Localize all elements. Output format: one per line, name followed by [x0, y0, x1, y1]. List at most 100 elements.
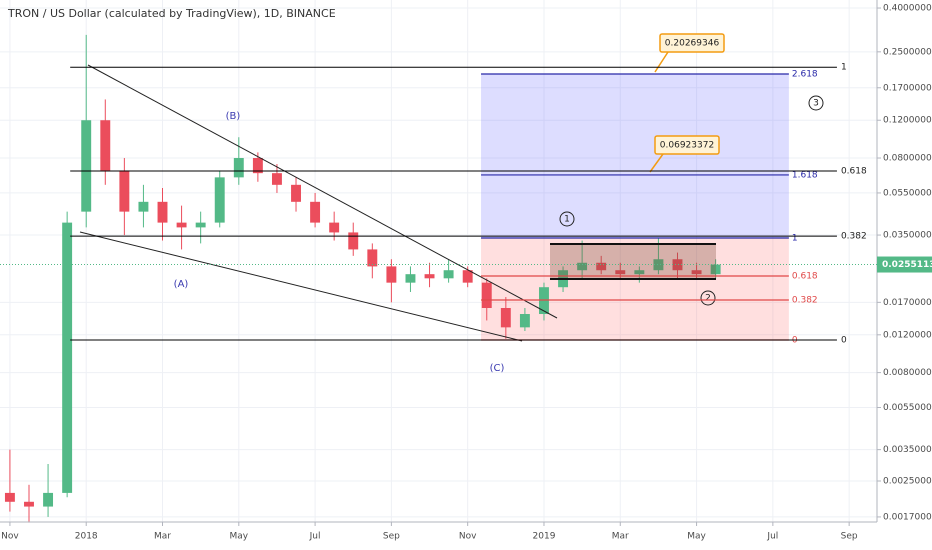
drawings: (A) (B) (C) 1 2 3 0.20269346 0.06923372 …: [70, 33, 867, 374]
fib-label: 1: [792, 234, 798, 244]
last-price-label: 0.02551131: [882, 260, 932, 270]
chart-title: TRON / US Dollar (calculated by TradingV…: [7, 7, 336, 20]
fib-label: 1.618: [792, 170, 818, 180]
y-tick-label: 0.00170000: [883, 512, 932, 522]
fib-label: 0.618: [792, 271, 818, 281]
candle-body: [348, 232, 359, 250]
x-tick-label: Mar: [612, 532, 629, 542]
candle-body: [100, 120, 111, 171]
x-tick-label: 2018: [75, 532, 98, 542]
y-tick-label: 0.00550000: [883, 403, 932, 413]
candle-body: [138, 201, 149, 212]
callout-pointer: [654, 51, 669, 73]
y-tick-label: 0.03500000: [883, 231, 932, 241]
x-tick-label: 2019: [533, 532, 556, 542]
candle-body: [672, 259, 683, 271]
y-tick-label: 0.40000000: [883, 4, 932, 14]
candle-body: [195, 222, 206, 228]
candle-body: [81, 120, 92, 212]
wave-label: (B): [226, 111, 241, 122]
wave-circle: [700, 290, 716, 306]
candle-body: [443, 270, 454, 279]
candle-body: [310, 201, 321, 223]
y-tick-label: 0.08000000: [883, 154, 932, 164]
candle-body: [424, 274, 435, 279]
fib-label: 0: [841, 335, 847, 345]
wave-label: 1: [564, 215, 570, 225]
x-tick-label: Nov: [459, 532, 477, 542]
wave-label: 2: [705, 294, 711, 304]
candle-body: [214, 177, 225, 223]
wave-circle: [808, 95, 824, 111]
last-price-box: [877, 256, 932, 273]
candle-body: [329, 222, 340, 233]
candle-body: [710, 264, 721, 275]
trend-line: [79, 231, 523, 342]
fib-fill-upper: [481, 74, 789, 239]
callout-text: 0.20269346: [665, 39, 720, 49]
trend-line: [87, 64, 558, 319]
candle-body: [24, 501, 34, 507]
candle-body: [500, 308, 511, 328]
y-tick-label: 0.01200000: [883, 330, 932, 340]
candle-body: [119, 170, 130, 212]
callout-text: 0.06923372: [660, 141, 714, 151]
x-tick-label: May: [229, 532, 248, 542]
fib-label: 0.382: [841, 232, 867, 242]
candle-body: [462, 270, 473, 283]
y-tick-label: 0.05500000: [883, 188, 932, 198]
candle-body: [596, 262, 607, 271]
wave-label: (A): [174, 279, 189, 290]
candle-body: [252, 158, 263, 174]
fib-label: 2.618: [792, 70, 818, 80]
y-tick-label: 0.01700000: [883, 298, 932, 308]
candle-body: [43, 492, 54, 507]
wave-label: 3: [813, 99, 819, 109]
candle-body: [691, 270, 702, 275]
candle-body: [405, 274, 416, 283]
candle-body: [386, 266, 397, 283]
range-box: [550, 244, 716, 279]
y-tick-label: 0.00350000: [883, 445, 932, 455]
candle-body: [577, 262, 588, 271]
x-tick-label: Jul: [309, 532, 321, 542]
x-tick-label: Jul: [766, 532, 778, 542]
y-tick-label: 0.00800000: [883, 368, 932, 378]
y-tick-label: 0.25000000: [883, 47, 932, 57]
wave-circle: [559, 211, 575, 227]
candle-body: [615, 270, 626, 275]
candle-body: [481, 282, 492, 309]
fib-label: 1: [841, 63, 847, 73]
x-tick-label: Sep: [841, 532, 858, 542]
callout-box: [659, 33, 725, 53]
candle-body: [157, 201, 168, 223]
candle-body: [233, 158, 244, 178]
candle-body: [367, 249, 378, 267]
candle-body: [291, 184, 301, 202]
x-tick-label: Sep: [383, 532, 400, 542]
y-tick-label: 0.17000000: [883, 83, 932, 93]
y-tick-label: 0.00250000: [883, 476, 932, 486]
x-tick-label: Nov: [1, 532, 19, 542]
x-tick-label: May: [687, 532, 706, 542]
fib-fill-lower: [481, 238, 789, 340]
candle-body: [634, 270, 645, 275]
fib-fills: [481, 74, 789, 340]
grid: [0, 0, 877, 522]
y-tick-label: 0.12000000: [883, 116, 932, 126]
fib-label: 0.382: [792, 295, 818, 305]
candle-body: [653, 259, 664, 271]
candle-body: [62, 222, 73, 493]
x-tick-label: Mar: [154, 532, 171, 542]
wave-label: (C): [490, 363, 505, 374]
candle-body: [271, 173, 282, 185]
candle-body: [4, 492, 15, 502]
candle-body: [176, 222, 187, 228]
candle-body: [539, 287, 549, 315]
fib-label: 0.618: [841, 166, 867, 176]
candles: [4, 34, 721, 523]
candle-body: [519, 314, 530, 328]
callout-box: [654, 135, 720, 155]
